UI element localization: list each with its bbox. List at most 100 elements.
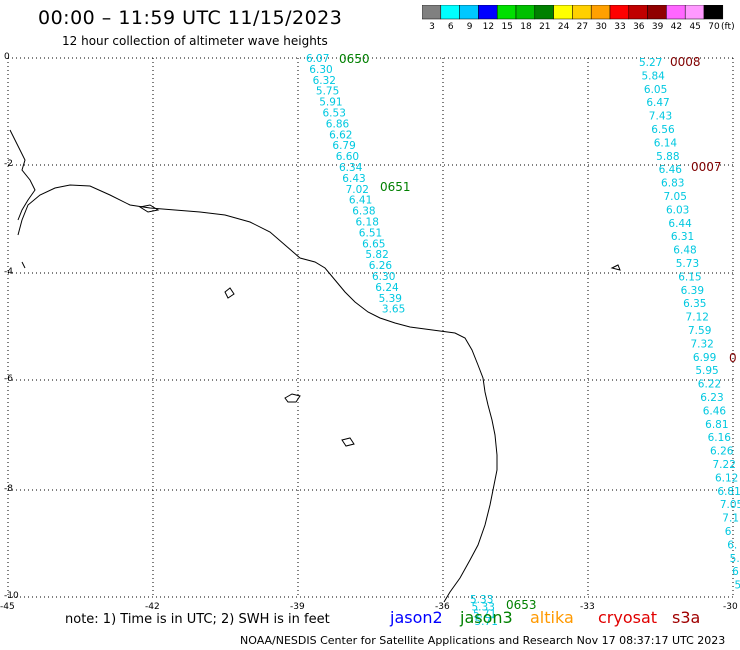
pass-time-label: 0008 — [670, 55, 701, 69]
wave-height-label: 6.38 — [352, 206, 375, 218]
wave-height-label: 6.26 — [710, 446, 734, 458]
wave-height-label: 7.59 — [688, 325, 711, 337]
color-scale-swatch — [666, 5, 686, 20]
color-scale-swatch — [647, 5, 667, 20]
track-layer: 6.076.306.325.755.916.536.866.626.796.60… — [306, 52, 740, 628]
color-scale-label: 27 — [576, 22, 589, 32]
wave-height-label: 6.32 — [313, 75, 336, 87]
wave-height-label: 6.86 — [326, 118, 350, 130]
wave-height-label: 5.75 — [316, 86, 339, 98]
wave-height-label: 6.26 — [369, 260, 393, 272]
wave-height-label: 6.60 — [336, 151, 359, 163]
wave-height-label: 7.32 — [690, 338, 713, 350]
wave-height-label: 6.30 — [372, 271, 395, 283]
wave-height-label: 5.95 — [695, 365, 718, 377]
color-scale-swatch — [572, 5, 592, 20]
pass-time-label: 0653 — [506, 598, 537, 612]
wave-height-label: 5.73 — [676, 258, 699, 270]
wave-height-label: 5.33 — [472, 601, 495, 613]
color-scale-labels: 3 6 9 12 15 18 21 24 27 30 33 36 39 42 45 70 (ft) — [422, 22, 734, 34]
wave-height-label: 6.05 — [644, 84, 667, 96]
pass-time-label: 0651 — [380, 180, 411, 194]
color-scale-swatch — [553, 5, 573, 20]
island-1 — [224, 287, 235, 299]
wave-height-label: 6.44 — [668, 218, 692, 230]
pass-time-label: 0 — [729, 351, 737, 365]
wave-height-label: 6 — [732, 566, 739, 578]
color-scale-label: 9 — [466, 22, 473, 32]
wave-height-label: 5.82 — [365, 249, 388, 261]
wave-height-label: 6. — [727, 539, 737, 551]
wave-height-label: 5.39 — [379, 293, 402, 305]
wave-height-label: 6.14 — [654, 137, 678, 149]
wave-height-label: 5 — [735, 580, 740, 592]
wave-height-label: 6.16 — [708, 432, 732, 444]
wave-height-label: 7.22 — [713, 459, 736, 471]
color-scale-label: 6 — [447, 22, 454, 32]
wave-height-label: 7.1 — [722, 513, 739, 525]
wave-height-label: 5. — [730, 553, 740, 565]
color-scale-label: 33 — [614, 22, 626, 32]
wave-height-label: 6.81 — [705, 419, 728, 431]
wave-height-label: 6.79 — [332, 140, 355, 152]
color-scale-swatch — [534, 5, 554, 20]
wave-height-label: 6.15 — [678, 271, 701, 283]
wave-height-label: 6.83 — [661, 178, 684, 190]
wave-height-label: 6.39 — [681, 285, 704, 297]
wave-height-label: 6.65 — [362, 238, 385, 250]
wave-height-label: 5.33 — [470, 594, 493, 606]
wave-height-label: 6.22 — [698, 379, 721, 391]
color-scale-label: 45 — [689, 22, 701, 32]
satellite-legend-item: cryosat — [598, 608, 658, 627]
color-scale-swatch — [478, 5, 498, 20]
wave-height-label: 6.12 — [715, 472, 738, 484]
island-4 — [138, 204, 160, 213]
y-tick-label: 0 — [4, 52, 10, 62]
x-tick-label: -36 — [435, 602, 450, 612]
wave-height-label: 6.07 — [306, 53, 329, 65]
wave-height-label: 6.30 — [309, 64, 332, 76]
color-scale-swatch — [609, 5, 630, 20]
wave-height-label: 6.46 — [659, 164, 683, 176]
color-scale-swatch — [496, 5, 517, 20]
wave-height-label: 6.51 — [359, 227, 382, 239]
color-scale-label: 70 — [708, 22, 720, 32]
y-tick-label: -4 — [4, 267, 13, 277]
wave-height-label: 5.71 — [475, 616, 498, 628]
wave-height-label: 6.56 — [651, 124, 675, 136]
wave-height-label: 7.02 — [346, 184, 369, 196]
color-scale-swatch — [628, 5, 648, 20]
wave-height-label: 6.48 — [673, 245, 696, 257]
x-tick-label: -33 — [580, 602, 595, 612]
y-tick-label: -8 — [4, 484, 13, 494]
color-scale-label: 21 — [539, 22, 551, 32]
wave-height-label: 6.18 — [356, 217, 379, 229]
color-scale-label: 42 — [670, 22, 683, 32]
x-tick-label: -39 — [290, 602, 305, 612]
wave-height-label: 6.24 — [375, 282, 399, 294]
color-scale-swatch — [684, 5, 705, 20]
color-scale-label: 30 — [595, 22, 607, 32]
footer-note: note: 1) Time is in UTC; 2) SWH is in fe… — [65, 612, 330, 627]
pass-time-label: 0007 — [691, 160, 722, 174]
wave-height-label: 5.91 — [319, 97, 342, 109]
island-6 — [21, 261, 26, 269]
wave-height-label: 6.23 — [700, 392, 723, 404]
color-scale-swatch — [422, 5, 442, 20]
color-scale-label: 3 — [429, 22, 435, 32]
satellite-legend-item: jason3 — [460, 608, 513, 627]
page-subtitle: 12 hour collection of altimeter wave hei… — [62, 34, 328, 48]
color-scale-label: 39 — [651, 22, 664, 32]
wave-height-label: 6.62 — [329, 129, 352, 141]
wave-height-label: 7.05 — [720, 499, 740, 511]
wave-height-label: 7.12 — [686, 312, 709, 324]
wave-height-label: 6.35 — [683, 298, 706, 310]
color-scale-swatch — [590, 5, 611, 20]
island-5 — [610, 264, 621, 271]
map-grid — [7, 57, 734, 598]
wave-height-label: 6.34 — [339, 162, 363, 174]
x-tick-label: -45 — [0, 602, 15, 612]
coastline-inlet — [9, 129, 36, 221]
wave-height-label: 6.81 — [717, 486, 740, 498]
wave-height-label: 5.88 — [656, 151, 679, 163]
